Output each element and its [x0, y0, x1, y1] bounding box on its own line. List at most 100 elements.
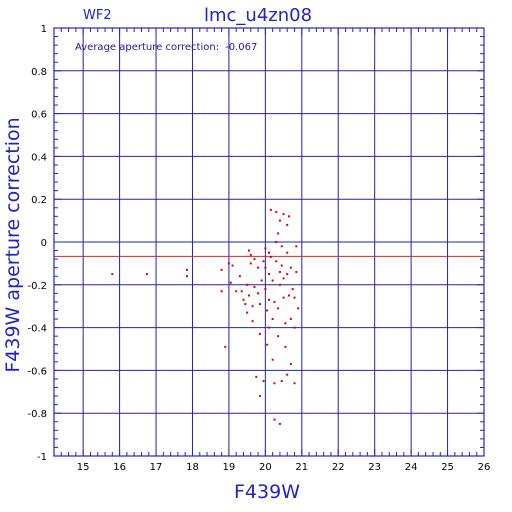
y-tick-label: -0.2: [27, 281, 47, 292]
data-point: [277, 232, 280, 235]
data-point: [238, 275, 241, 278]
data-point: [224, 345, 227, 348]
data-point: [275, 241, 278, 243]
data-point: [258, 333, 261, 336]
y-tick-label: -0.6: [27, 366, 47, 377]
data-point: [257, 266, 260, 269]
data-point: [293, 296, 296, 299]
data-point: [251, 320, 254, 323]
data-point: [246, 283, 249, 286]
data-point: [280, 264, 283, 267]
x-tick-label: 20: [259, 462, 272, 473]
x-tick-label: 16: [113, 462, 126, 473]
data-point: [271, 279, 274, 282]
data-point: [277, 307, 280, 310]
y-tick-label: 0: [41, 238, 47, 249]
data-point: [249, 262, 252, 265]
y-tick-label: 0.8: [31, 67, 47, 78]
y-tick-label: -0.8: [27, 409, 47, 420]
data-point: [262, 260, 265, 263]
data-point: [289, 362, 292, 365]
data-point: [286, 373, 289, 376]
data-point: [269, 255, 272, 258]
data-point: [295, 270, 298, 273]
data-point: [284, 322, 287, 325]
data-point: [295, 245, 298, 248]
data-point: [297, 307, 300, 310]
data-point: [289, 318, 292, 321]
data-point: [235, 290, 238, 293]
data-point: [278, 219, 281, 222]
data-point: [273, 300, 276, 303]
data-point: [293, 326, 296, 329]
x-axis-label: F439W: [234, 481, 300, 503]
data-point: [268, 298, 270, 301]
tick-labels: 15 16 17 18 19 20 21 22 23 24 25 26 -1 -0.8 -0.6 -0.4 -0…: [27, 24, 490, 473]
data-point: [229, 281, 232, 284]
data-point: [286, 273, 289, 276]
data-point: [145, 273, 148, 276]
data-point: [286, 251, 289, 254]
data-point: [258, 303, 261, 306]
x-tick-label: 26: [478, 462, 491, 473]
data-point: [288, 294, 291, 297]
data-point: [253, 285, 256, 288]
data-point: [240, 290, 243, 293]
x-tick-label: 17: [150, 462, 163, 473]
y-tick-label: 0.2: [31, 195, 47, 206]
data-point: [262, 380, 265, 383]
data-point: [278, 270, 281, 273]
x-tick-label: 23: [368, 462, 381, 473]
data-point: [271, 318, 274, 321]
y-tick-label: -1: [37, 452, 47, 463]
x-tick-label: 18: [186, 462, 199, 473]
x-tick-label: 19: [223, 462, 236, 473]
y-axis-label: F439W aperture correction: [2, 117, 24, 373]
data-point: [249, 253, 252, 256]
y-tick-label: 0.6: [31, 110, 47, 121]
data-point: [111, 273, 114, 276]
x-tick-label: 15: [77, 462, 90, 473]
x-tick-label: 22: [332, 462, 345, 473]
data-point: [264, 266, 267, 269]
data-point: [273, 382, 276, 385]
data-point: [282, 277, 285, 280]
data-points: [111, 208, 300, 425]
data-point: [220, 268, 223, 271]
data-point: [275, 260, 278, 263]
data-point: [280, 245, 283, 248]
panel-label: WF2: [83, 8, 112, 23]
data-point: [231, 264, 234, 267]
y-tick-label: -0.4: [27, 324, 47, 335]
data-point: [284, 345, 287, 348]
average-correction-label: Average aperture correction:: [75, 42, 220, 53]
data-point: [277, 335, 280, 338]
data-point: [227, 262, 230, 265]
data-point: [278, 283, 281, 286]
data-point: [253, 258, 256, 261]
data-point: [186, 275, 189, 278]
plot-frame: [53, 27, 485, 457]
chart-title: lmc_u4zn08: [204, 5, 313, 26]
data-point: [282, 296, 285, 299]
data-point: [289, 266, 292, 269]
data-point: [268, 326, 270, 329]
data-point: [247, 294, 250, 297]
grid-lines: [54, 28, 484, 456]
data-point: [269, 208, 272, 211]
data-point: [257, 292, 260, 295]
data-point: [268, 273, 270, 276]
data-point: [186, 268, 189, 271]
data-point: [251, 305, 254, 308]
data-point: [291, 288, 294, 291]
data-point: [278, 422, 281, 425]
data-point: [286, 223, 289, 226]
data-point: [242, 298, 245, 301]
x-tick-label: 21: [295, 462, 308, 473]
average-correction-value: -0.067: [225, 42, 258, 53]
data-point: [288, 215, 291, 218]
data-point: [282, 213, 285, 216]
data-point: [266, 343, 269, 346]
data-point: [268, 251, 270, 254]
